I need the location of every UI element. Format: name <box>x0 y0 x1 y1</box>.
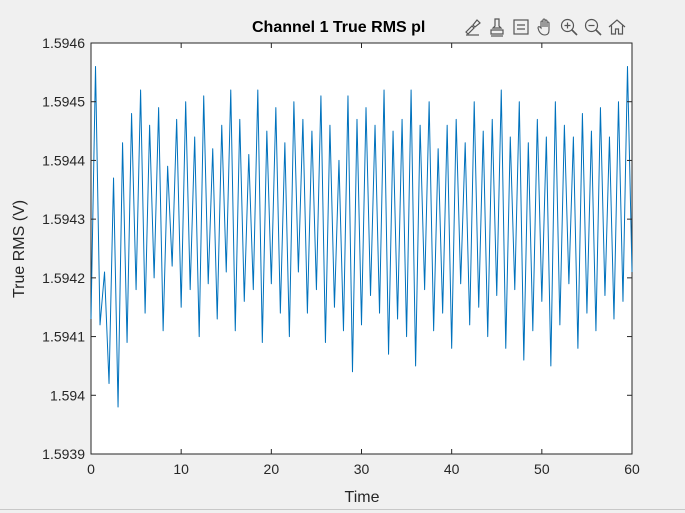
chart-title: Channel 1 True RMS pl <box>252 19 425 36</box>
x-axis-label: Time <box>345 489 380 506</box>
window-bottom-border <box>0 509 685 510</box>
x-tick-label: 40 <box>444 461 460 477</box>
y-tick-label: 1.594 <box>50 387 85 403</box>
x-tick-label: 10 <box>173 461 189 477</box>
ticks-group: 0 10 20 30 40 50 60 1.5939 1.594 1.5941 1.5942 1.59… <box>42 35 640 477</box>
datatip-icon <box>513 19 529 35</box>
zoom-out-button[interactable] <box>582 16 604 38</box>
x-tick-label: 50 <box>534 461 550 477</box>
home-button[interactable] <box>606 16 628 38</box>
series-line-0 <box>90 65 633 408</box>
x-tick-label: 60 <box>624 461 640 477</box>
brush-button[interactable] <box>462 16 484 38</box>
datatip-button[interactable] <box>510 16 532 38</box>
export-icon <box>490 18 504 37</box>
axes <box>90 42 633 455</box>
x-tick-label: 20 <box>264 461 280 477</box>
home-icon <box>608 19 626 35</box>
x-tick-label: 0 <box>87 461 95 477</box>
y-tick-label: 1.5942 <box>42 270 85 286</box>
y-axis-label: True RMS (V) <box>11 200 28 298</box>
y-tick-label: 1.5944 <box>42 152 85 168</box>
export-button[interactable] <box>486 16 508 38</box>
y-tick-label: 1.5946 <box>42 35 85 51</box>
y-tick-label: 1.5945 <box>42 94 85 110</box>
zoom-in-icon <box>560 18 578 36</box>
axes-box <box>90 42 633 455</box>
y-tick-label: 1.5941 <box>42 329 85 345</box>
zoom-in-button[interactable] <box>558 16 580 38</box>
pan-icon <box>537 18 550 36</box>
y-tick-label: 1.5939 <box>42 446 85 462</box>
zoom-out-icon <box>584 18 602 36</box>
pan-button[interactable] <box>534 16 556 38</box>
series-group <box>90 65 633 408</box>
y-tick-label: 1.5943 <box>42 211 85 227</box>
brush-icon <box>465 19 481 36</box>
axes-toolbar <box>462 14 628 40</box>
x-tick-label: 30 <box>354 461 370 477</box>
